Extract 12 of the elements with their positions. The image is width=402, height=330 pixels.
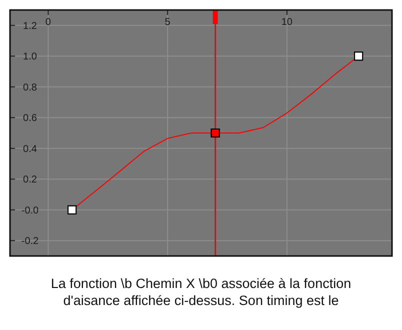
y-tick-label: -0.2 (21, 236, 40, 248)
x-tick-label: 5 (164, 17, 171, 28)
x-tick-label: 10 (281, 17, 293, 28)
y-tick-label: 0.6 (23, 113, 38, 124)
y-tick-label: 0.4 (23, 144, 38, 155)
y-tick-label: 1.2 (23, 20, 38, 32)
y-tick-label: -0.0 (21, 205, 40, 216)
text: La fonction \b Chemin X \b0 associée à la fonction d'aisance affichée ci-dessus. Son timing est le (50, 276, 352, 308)
x-tick-label: 0 (45, 17, 52, 28)
y-tick-label: 0.2 (23, 174, 38, 186)
y-tick-label: 1.0 (23, 52, 38, 63)
y-tick-label: 0.8 (23, 82, 38, 94)
